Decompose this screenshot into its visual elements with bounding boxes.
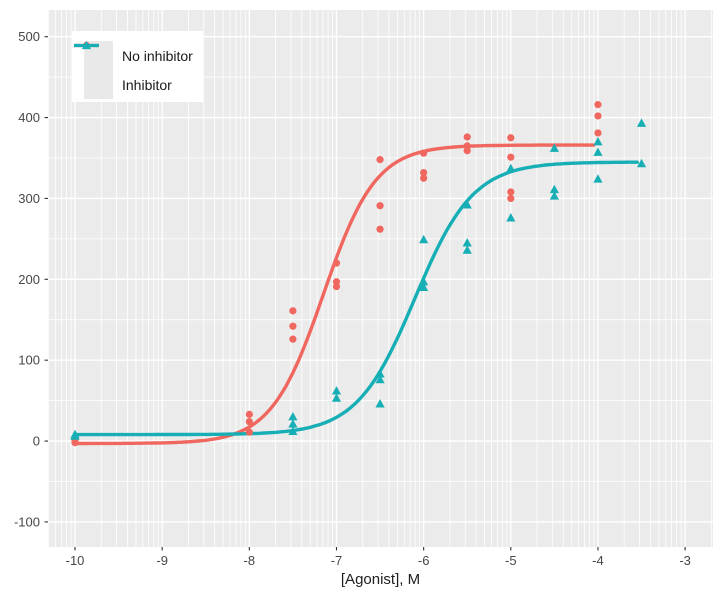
svg-text:200: 200 bbox=[18, 272, 40, 287]
data-point bbox=[462, 238, 472, 247]
data-point bbox=[594, 101, 602, 109]
svg-text:400: 400 bbox=[18, 110, 40, 125]
data-point bbox=[419, 276, 429, 286]
data-point bbox=[376, 225, 384, 233]
data-point bbox=[419, 234, 429, 244]
data-point bbox=[636, 118, 647, 127]
svg-text:-5: -5 bbox=[505, 553, 517, 568]
legend-entry-inhibitor: Inhibitor bbox=[74, 40, 203, 99]
svg-text:-4: -4 bbox=[592, 553, 604, 568]
data-point bbox=[462, 200, 472, 209]
data-point bbox=[506, 163, 516, 173]
data-point bbox=[375, 399, 385, 408]
data-point bbox=[288, 419, 298, 428]
fit-curve-inhibitor bbox=[73, 160, 639, 437]
svg-text:-7: -7 bbox=[331, 553, 343, 568]
data-point bbox=[332, 282, 341, 291]
data-point bbox=[289, 335, 297, 343]
data-point bbox=[289, 322, 297, 330]
data-point bbox=[375, 369, 385, 378]
data-point bbox=[332, 259, 341, 267]
data-point bbox=[593, 137, 603, 146]
data-point bbox=[245, 428, 253, 436]
data-point bbox=[594, 129, 602, 137]
data-point bbox=[376, 156, 384, 164]
triangle-marker-icon bbox=[74, 40, 99, 50]
data-point bbox=[549, 143, 559, 152]
x-axis-tick-labels: -10 -9 -8 -7 -6 -5 -4 -3 bbox=[66, 553, 691, 568]
data-point bbox=[549, 191, 559, 200]
data-point bbox=[376, 202, 384, 210]
data-point bbox=[245, 418, 253, 426]
data-point bbox=[375, 374, 385, 384]
data-point bbox=[594, 112, 602, 120]
svg-text:-3: -3 bbox=[679, 553, 691, 568]
data-point bbox=[420, 168, 428, 177]
data-point bbox=[593, 174, 603, 183]
data-point bbox=[288, 411, 298, 421]
data-point bbox=[636, 158, 647, 168]
data-point bbox=[70, 431, 80, 440]
data-point bbox=[507, 134, 515, 142]
data-point bbox=[507, 188, 515, 196]
x-axis-title: [Agonist], M bbox=[340, 571, 421, 588]
svg-text:-8: -8 bbox=[244, 553, 256, 568]
data-point bbox=[245, 410, 253, 418]
legend-key-inhibitor bbox=[74, 40, 113, 99]
legend-entry-no-inhibitor: No inhibitor bbox=[74, 41, 203, 70]
svg-text:-9: -9 bbox=[156, 553, 168, 568]
data-point bbox=[507, 194, 515, 203]
data-point bbox=[420, 149, 428, 157]
svg-text:100: 100 bbox=[18, 353, 40, 368]
data-point bbox=[289, 307, 297, 315]
svg-text:300: 300 bbox=[18, 191, 40, 206]
data-point bbox=[419, 282, 429, 291]
legend-label-no-inhibitor: No inhibitor bbox=[122, 47, 193, 64]
data-point bbox=[463, 147, 471, 155]
legend-label-inhibitor: Inhibitor bbox=[122, 76, 172, 93]
svg-text:0: 0 bbox=[33, 434, 40, 449]
y-axis-tick-labels: -100 0 100 200 300 400 500 bbox=[14, 29, 40, 529]
data-point bbox=[507, 153, 515, 161]
data-point bbox=[593, 147, 603, 156]
data-point bbox=[506, 213, 516, 222]
data-point bbox=[288, 426, 298, 435]
data-point bbox=[331, 393, 342, 402]
data-point bbox=[462, 245, 472, 254]
data-point bbox=[331, 386, 342, 395]
axis-tick-marks bbox=[44, 36, 686, 551]
data-points-no-inhibitor bbox=[71, 101, 602, 447]
data-point bbox=[420, 174, 428, 182]
svg-text:500: 500 bbox=[18, 29, 40, 44]
svg-text:-6: -6 bbox=[418, 553, 430, 568]
legend: No inhibitor Inhibitor bbox=[72, 31, 203, 102]
data-points-inhibitor bbox=[70, 118, 647, 440]
data-point bbox=[463, 133, 471, 141]
svg-text:-10: -10 bbox=[66, 553, 85, 568]
data-point bbox=[549, 184, 559, 194]
data-point bbox=[71, 439, 79, 447]
svg-text:-100: -100 bbox=[14, 514, 40, 529]
